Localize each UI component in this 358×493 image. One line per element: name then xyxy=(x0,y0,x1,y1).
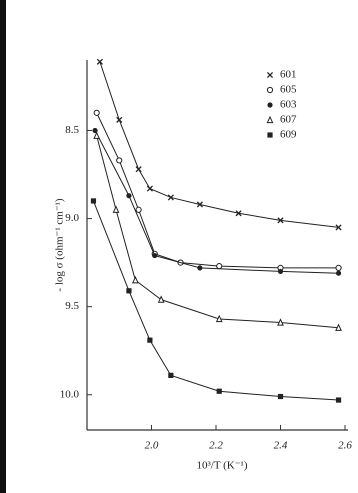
x-tick-label: 2.2 xyxy=(209,440,223,452)
marker xyxy=(116,157,123,164)
marker xyxy=(277,268,284,275)
marker xyxy=(152,252,158,259)
marker xyxy=(90,198,97,204)
marker xyxy=(335,224,342,231)
legend-label: 607 xyxy=(280,114,297,126)
marker xyxy=(93,131,101,139)
marker xyxy=(167,194,174,201)
scan-edge xyxy=(0,0,6,493)
marker xyxy=(146,185,153,192)
marker xyxy=(147,337,153,343)
marker xyxy=(116,116,123,123)
marker xyxy=(168,372,174,378)
marker xyxy=(93,109,100,116)
marker xyxy=(216,263,223,270)
marker xyxy=(277,318,284,326)
marker xyxy=(215,314,223,323)
legend-label: 605 xyxy=(280,84,297,96)
y-tick-label: 10.0 xyxy=(60,388,80,400)
marker xyxy=(135,206,142,213)
marker xyxy=(335,270,342,276)
series-line xyxy=(96,112,339,269)
marker xyxy=(126,193,132,199)
marker xyxy=(335,323,342,331)
x-tick-label: 2.0 xyxy=(145,440,159,452)
marker xyxy=(335,397,342,403)
marker xyxy=(335,264,342,272)
y-axis-label: - log σ (ohm⁻¹ cm⁻¹) xyxy=(54,198,66,292)
series-line xyxy=(94,130,339,274)
marker xyxy=(157,295,165,303)
marker xyxy=(277,393,284,400)
marker xyxy=(96,58,103,65)
y-tick-label: 9.0 xyxy=(65,212,79,224)
legend-marker xyxy=(266,115,274,124)
x-tick-label: 2.6 xyxy=(338,440,352,452)
marker xyxy=(235,210,242,217)
legend-label: 603 xyxy=(280,99,297,111)
y-tick-label: 9.5 xyxy=(65,300,79,312)
legend-marker xyxy=(267,132,273,138)
legend-marker xyxy=(266,71,274,79)
x-tick-label: 2.4 xyxy=(274,440,288,452)
legend-label: 609 xyxy=(280,129,297,141)
x-axis-label: 10³/T (K⁻¹) xyxy=(197,460,248,472)
y-tick-label: 8.5 xyxy=(65,124,79,136)
marker xyxy=(197,265,203,271)
series-line xyxy=(92,200,339,401)
marker xyxy=(131,275,139,284)
marker xyxy=(216,388,222,394)
series-line xyxy=(96,135,339,329)
legend-label: 601 xyxy=(280,69,297,81)
marker xyxy=(126,288,132,294)
marker xyxy=(135,166,142,173)
marker xyxy=(92,127,98,134)
marker xyxy=(196,201,203,208)
legend-marker xyxy=(267,102,273,108)
marker xyxy=(277,217,284,224)
legend-marker xyxy=(266,86,274,94)
marker xyxy=(112,205,120,213)
